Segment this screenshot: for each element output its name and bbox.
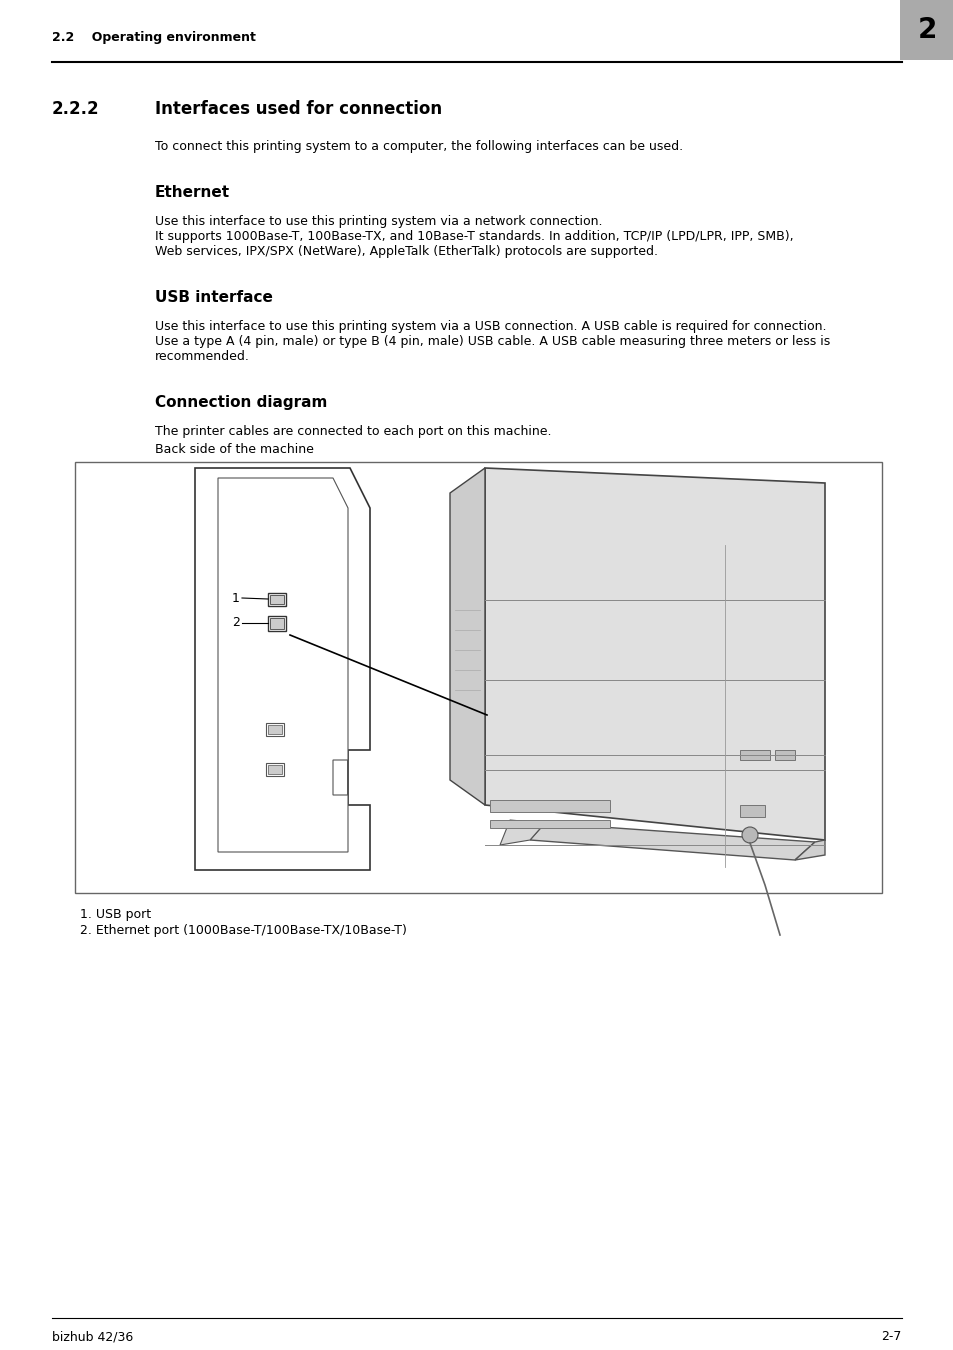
Text: 1. USB port: 1. USB port bbox=[80, 909, 151, 921]
Text: Back side of the machine: Back side of the machine bbox=[154, 443, 314, 456]
Text: To connect this printing system to a computer, the following interfaces can be u: To connect this printing system to a com… bbox=[154, 140, 682, 153]
Text: 2. Ethernet port (1000Base-T/100Base-TX/10Base-T): 2. Ethernet port (1000Base-T/100Base-TX/… bbox=[80, 923, 406, 937]
Text: Interfaces used for connection: Interfaces used for connection bbox=[154, 100, 441, 117]
Polygon shape bbox=[194, 468, 370, 869]
Polygon shape bbox=[499, 819, 544, 845]
Polygon shape bbox=[794, 840, 824, 860]
Text: 2-7: 2-7 bbox=[881, 1330, 901, 1343]
Text: Ethernet: Ethernet bbox=[154, 185, 230, 200]
Text: USB interface: USB interface bbox=[154, 290, 273, 305]
Polygon shape bbox=[218, 478, 348, 852]
Bar bbox=[270, 595, 284, 603]
Text: 2.2    Operating environment: 2.2 Operating environment bbox=[52, 31, 255, 45]
Text: Web services, IPX/SPX (NetWare), AppleTalk (EtherTalk) protocols are supported.: Web services, IPX/SPX (NetWare), AppleTa… bbox=[154, 244, 658, 258]
Bar bbox=[774, 751, 794, 760]
Text: Use this interface to use this printing system via a network connection.: Use this interface to use this printing … bbox=[154, 215, 602, 228]
Bar bbox=[266, 724, 284, 736]
Polygon shape bbox=[450, 468, 484, 805]
Bar bbox=[268, 725, 282, 734]
Bar bbox=[270, 618, 284, 629]
Bar bbox=[75, 462, 882, 892]
Text: It supports 1000Base-T, 100Base-TX, and 10Base-T standards. In addition, TCP/IP : It supports 1000Base-T, 100Base-TX, and … bbox=[154, 230, 793, 243]
Bar bbox=[268, 616, 286, 630]
Bar bbox=[268, 593, 286, 606]
Text: Use a type A (4 pin, male) or type B (4 pin, male) USB cable. A USB cable measur: Use a type A (4 pin, male) or type B (4 … bbox=[154, 335, 829, 348]
Text: 1: 1 bbox=[232, 591, 240, 605]
Bar bbox=[490, 801, 609, 811]
Text: The printer cables are connected to each port on this machine.: The printer cables are connected to each… bbox=[154, 425, 551, 437]
Polygon shape bbox=[484, 468, 824, 840]
Bar bbox=[268, 765, 282, 774]
Text: recommended.: recommended. bbox=[154, 350, 250, 363]
Polygon shape bbox=[530, 824, 814, 860]
Bar bbox=[899, 0, 953, 59]
Bar bbox=[490, 819, 609, 828]
Text: Connection diagram: Connection diagram bbox=[154, 396, 327, 410]
Text: 2: 2 bbox=[917, 16, 936, 45]
Bar bbox=[266, 763, 284, 776]
Text: 2: 2 bbox=[232, 617, 240, 629]
Text: bizhub 42/36: bizhub 42/36 bbox=[52, 1330, 133, 1343]
Text: Use this interface to use this printing system via a USB connection. A USB cable: Use this interface to use this printing … bbox=[154, 320, 825, 333]
Bar bbox=[740, 805, 764, 817]
Bar bbox=[740, 751, 769, 760]
Circle shape bbox=[741, 828, 758, 842]
Text: 2.2.2: 2.2.2 bbox=[52, 100, 99, 117]
